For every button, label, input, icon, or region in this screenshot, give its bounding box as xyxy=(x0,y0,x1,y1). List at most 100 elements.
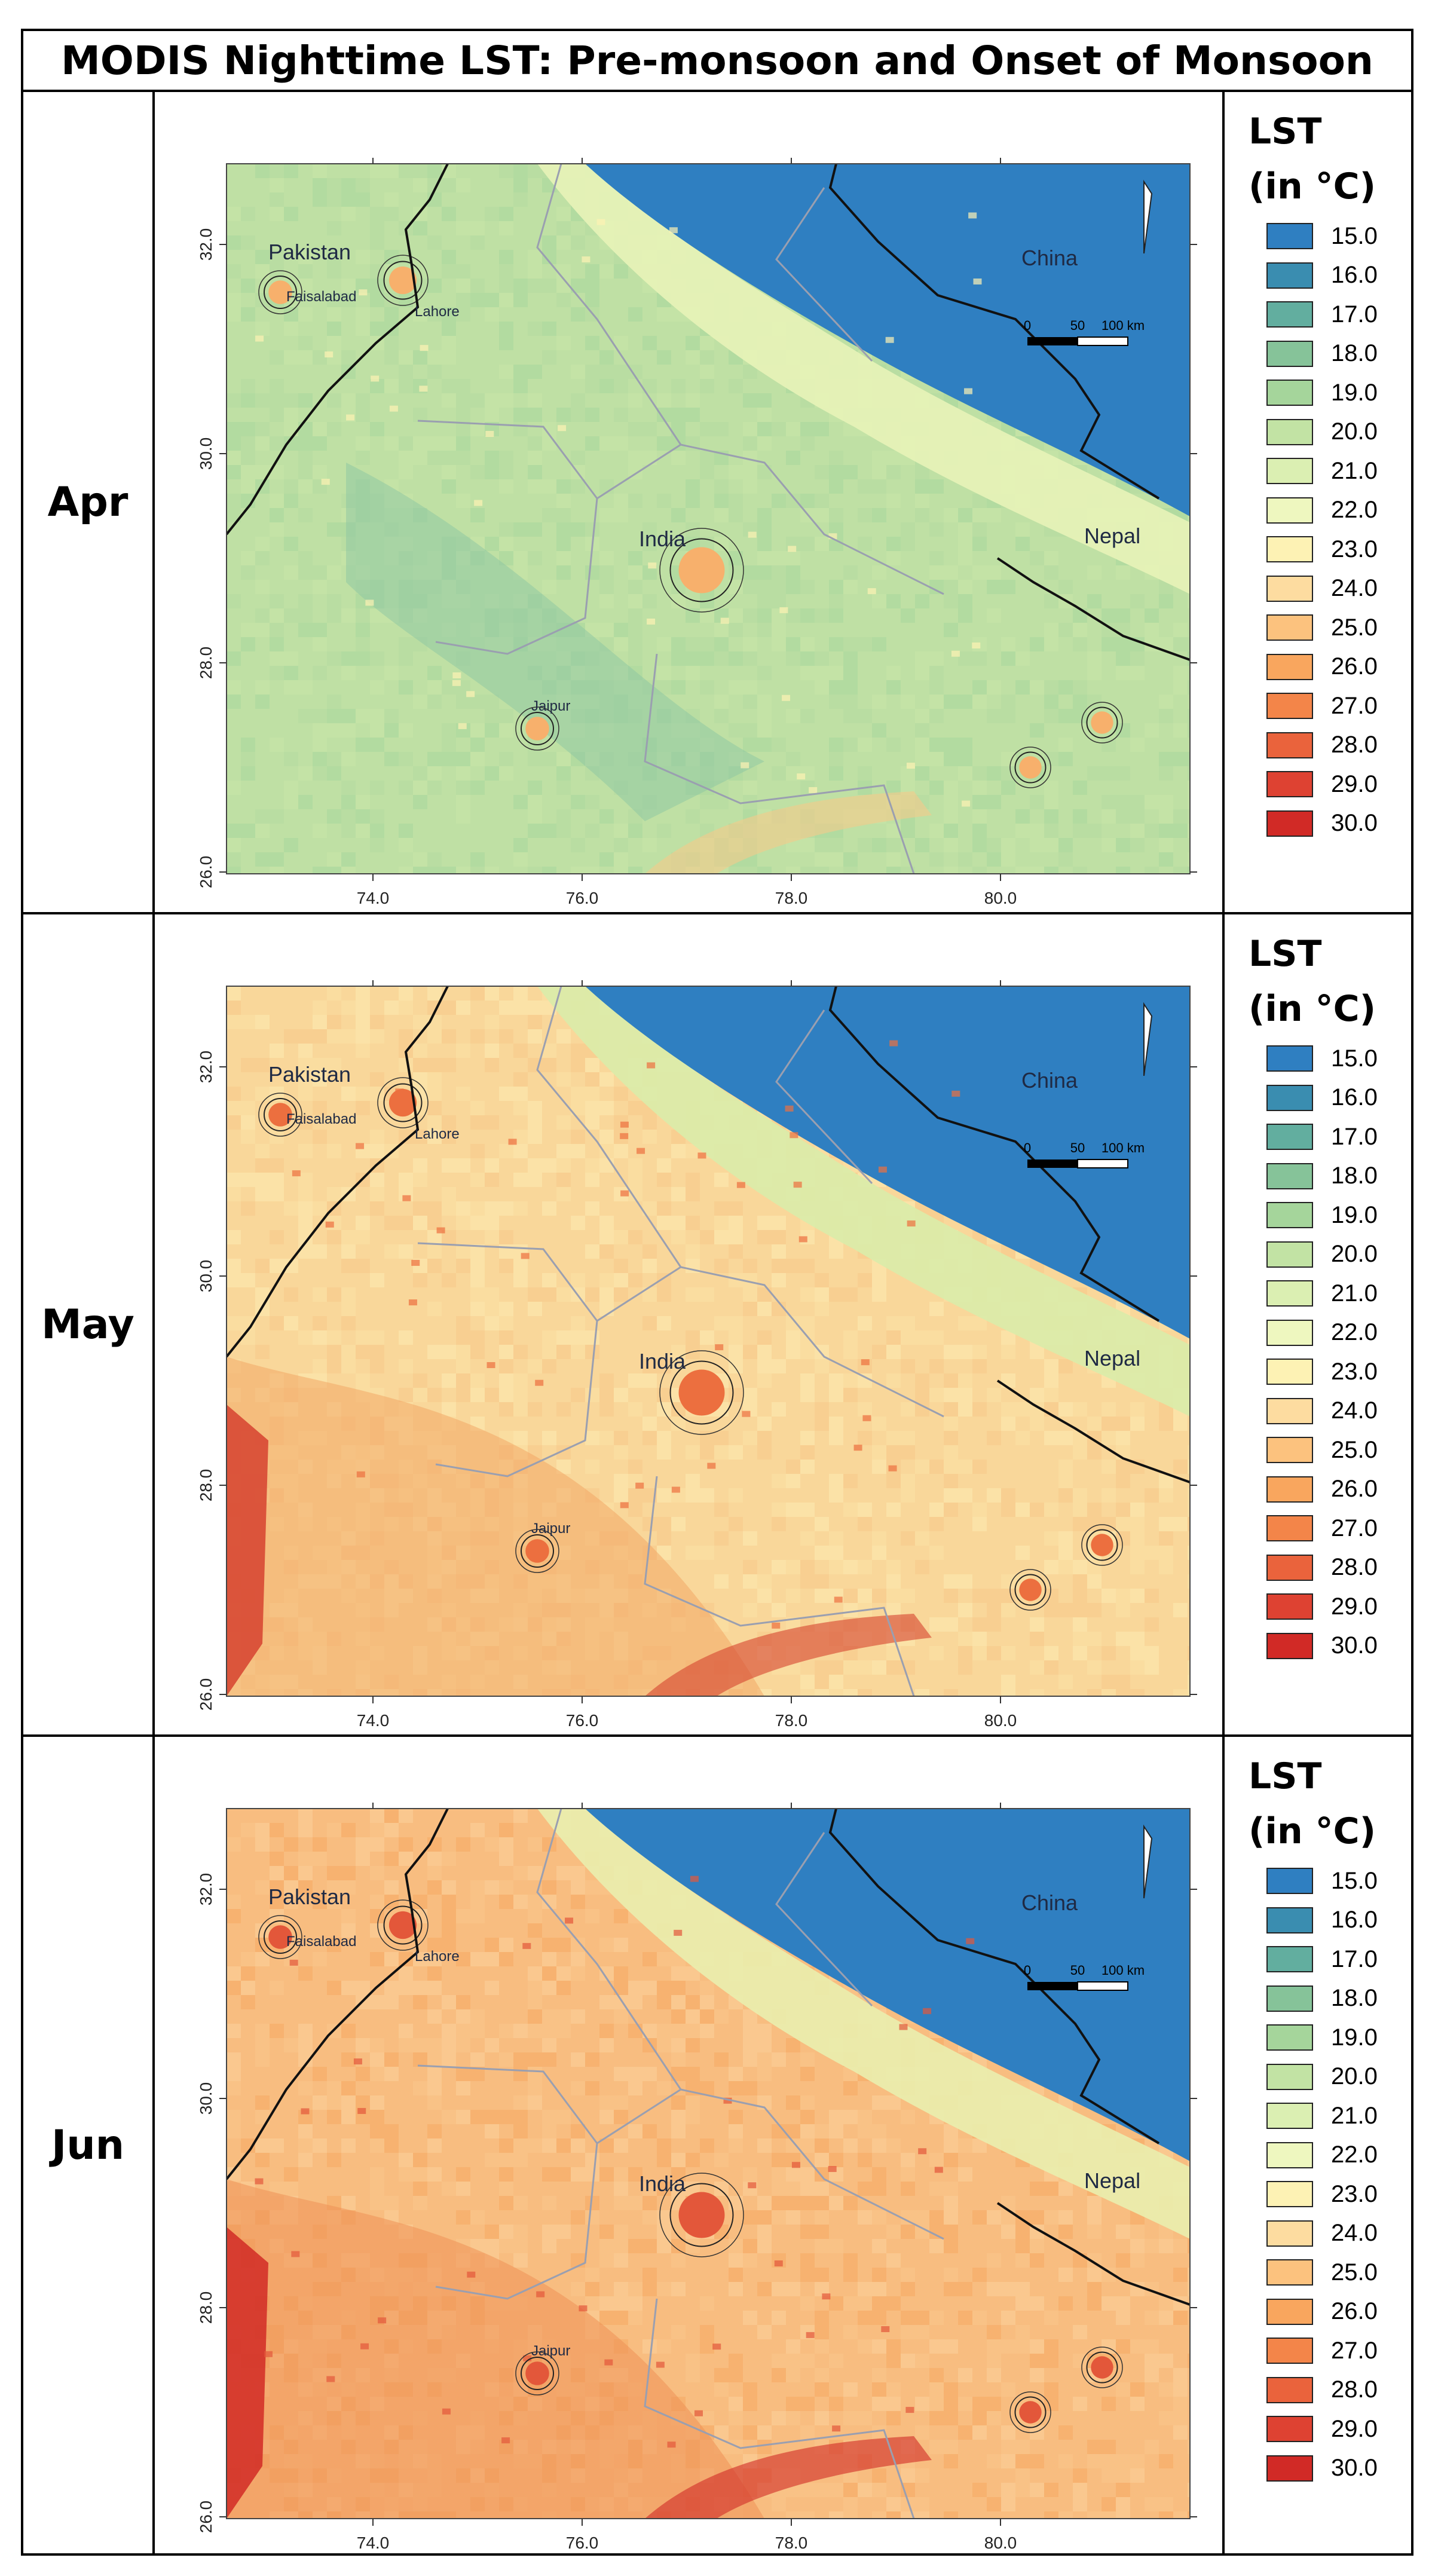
urban-heat-island xyxy=(1019,2401,1042,2424)
month-cell: May xyxy=(23,914,155,1734)
urban-heat-island xyxy=(1091,2356,1113,2379)
legend-label: 27.0 xyxy=(1331,2337,1378,2364)
legend-item: 21.0 xyxy=(1266,1278,1378,1309)
map-frame xyxy=(226,1808,1191,2519)
place-label-china: China xyxy=(1021,1068,1078,1093)
legend-swatch xyxy=(1266,732,1313,758)
urban-heat-island xyxy=(268,280,292,304)
legend-swatch xyxy=(1266,575,1313,602)
north-arrow-icon xyxy=(1143,179,1153,254)
india-china-border xyxy=(828,986,1160,1322)
place-label-lahore: Lahore xyxy=(415,304,460,320)
scale-label: 100 km xyxy=(1102,318,1145,333)
legend-swatch xyxy=(1266,1907,1313,1933)
state-boundary xyxy=(644,2298,915,2519)
legend-item: 27.0 xyxy=(1266,1513,1378,1544)
x-tick-label: 80.0 xyxy=(984,889,1017,907)
scale-label: 0 xyxy=(1024,1963,1031,1978)
legend-label: 29.0 xyxy=(1331,770,1378,797)
legend-item: 27.0 xyxy=(1266,2335,1378,2366)
scale-bar xyxy=(1077,1159,1128,1168)
legend-swatch xyxy=(1266,458,1313,484)
place-label-jaipur: Jaipur xyxy=(531,2343,570,2359)
legend-swatch xyxy=(1266,262,1313,289)
legend-label: 23.0 xyxy=(1331,2180,1378,2207)
scale-label: 0 xyxy=(1024,318,1031,333)
legend-label: 20.0 xyxy=(1331,418,1378,445)
x-tick-label: 76.0 xyxy=(566,1711,599,1730)
legend-swatch xyxy=(1266,340,1313,367)
legend-item: 28.0 xyxy=(1266,730,1378,761)
urban-heat-island xyxy=(268,1103,292,1127)
india-pakistan-border xyxy=(227,1809,449,2180)
legend-item: 22.0 xyxy=(1266,1317,1378,1348)
legend-swatch xyxy=(1266,653,1313,680)
place-label-jaipur: Jaipur xyxy=(531,698,570,714)
state-boundary xyxy=(644,1476,915,1696)
state-boundary xyxy=(596,2088,944,2240)
legend-label: 19.0 xyxy=(1331,2024,1378,2051)
y-tick-label: 28.0 xyxy=(197,647,215,680)
legend-label: 18.0 xyxy=(1331,1162,1378,1189)
legend-label: 17.0 xyxy=(1331,301,1378,328)
legend-swatch xyxy=(1266,693,1313,719)
india-china-border xyxy=(828,1809,1160,2144)
map-cell: 74.0 76.0 78.0 80.0 32.0 30.0 28.0 26.0 Pakistan… xyxy=(155,914,1225,1734)
legend-swatch xyxy=(1266,301,1313,328)
urban-heat-island xyxy=(1019,1578,1042,1601)
legend-swatch xyxy=(1266,1162,1313,1189)
map-frame xyxy=(226,986,1191,1697)
legend-item: 20.0 xyxy=(1266,1239,1378,1270)
legend-label: 22.0 xyxy=(1331,1319,1378,1345)
legend-swatch xyxy=(1266,497,1313,524)
legend-swatch xyxy=(1266,1397,1313,1424)
legend: LST (in °C) 15.0 16.0 17.0 18.0 19.0 20.0 21.0 22… xyxy=(1225,92,1411,912)
legend-item: 24.0 xyxy=(1266,573,1378,604)
legend: LST (in °C) 15.0 16.0 17.0 18.0 19.0 20.0 21.0 22… xyxy=(1225,914,1411,1734)
scale-bar xyxy=(1027,1159,1078,1168)
legend-label: 26.0 xyxy=(1331,2298,1378,2324)
legend-label: 16.0 xyxy=(1331,1907,1378,1933)
legend-label: 23.0 xyxy=(1331,1358,1378,1385)
legend-item: 21.0 xyxy=(1266,455,1378,487)
state-boundary xyxy=(536,164,682,445)
legend-item: 17.0 xyxy=(1266,1944,1378,1975)
y-tick-label: 26.0 xyxy=(197,2501,215,2534)
state-boundary xyxy=(644,653,915,874)
legend-swatch xyxy=(1266,1202,1313,1228)
legend-label: 20.0 xyxy=(1331,1241,1378,1267)
month-label: May xyxy=(41,1301,134,1348)
legend-label: 15.0 xyxy=(1331,222,1378,249)
legend-item: 19.0 xyxy=(1266,377,1378,408)
legend-swatch xyxy=(1266,2455,1313,2482)
state-boundary xyxy=(596,443,944,595)
legend-label: 20.0 xyxy=(1331,2063,1378,2089)
legend-swatch xyxy=(1266,223,1313,249)
legend-swatch xyxy=(1266,418,1313,445)
legend-swatch xyxy=(1266,1124,1313,1150)
panel-jun: Jun 74.0 76.0 78.0 80.0 32.0 30.0 28.0 26.0 Pakis… xyxy=(23,1737,1411,2553)
legend-label: 19.0 xyxy=(1331,1201,1378,1228)
x-tick-label: 74.0 xyxy=(357,889,390,907)
legend-item: 30.0 xyxy=(1266,808,1378,839)
legend-item: 16.0 xyxy=(1266,260,1378,291)
state-boundary xyxy=(417,2064,598,2300)
legend-swatch xyxy=(1266,380,1313,406)
scale-label: 0 xyxy=(1024,1140,1031,1155)
urban-heat-island xyxy=(678,547,725,593)
legend-swatch xyxy=(1266,1280,1313,1307)
urban-heat-island xyxy=(388,266,417,295)
legend-swatch xyxy=(1266,2376,1313,2403)
place-label-nepal: Nepal xyxy=(1084,1346,1140,1370)
legend-swatch xyxy=(1266,2298,1313,2325)
urban-heat-island xyxy=(1091,711,1113,734)
urban-heat-island xyxy=(388,1088,417,1117)
legend-swatch xyxy=(1266,1084,1313,1111)
legend-item: 15.0 xyxy=(1266,1865,1378,1896)
panel-apr: Apr 74.0 76.0 78.0 80.0 32.0 30.0 28.0 26.0 Pakis… xyxy=(23,92,1411,914)
legend-swatch xyxy=(1266,536,1313,562)
india-nepal-border xyxy=(996,557,1190,661)
scale-label: 100 km xyxy=(1102,1963,1145,1978)
legend-item: 25.0 xyxy=(1266,612,1378,643)
north-arrow-icon xyxy=(1143,1824,1153,1899)
